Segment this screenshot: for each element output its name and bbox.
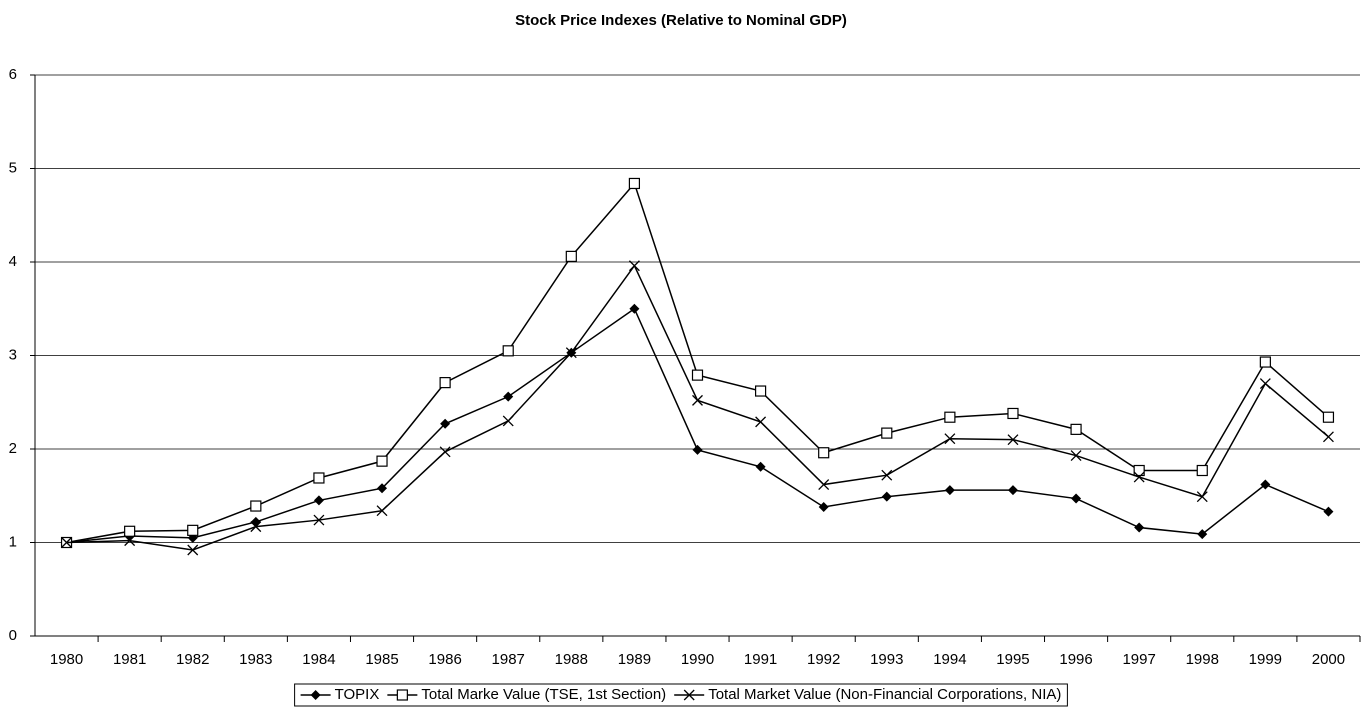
x-tick-label: 1980 xyxy=(50,651,83,668)
x-tick-label: 1994 xyxy=(933,651,966,668)
x-tick-label: 1998 xyxy=(1186,651,1219,668)
marker xyxy=(1070,423,1082,435)
marker xyxy=(1197,529,1208,540)
marker xyxy=(1133,464,1145,477)
marker xyxy=(1196,491,1208,503)
marker xyxy=(1196,464,1208,477)
x-tick-label: 1991 xyxy=(744,651,777,668)
marker xyxy=(818,447,830,459)
marker xyxy=(124,535,136,547)
marker xyxy=(310,690,321,700)
marker xyxy=(881,427,893,439)
legend: TOPIX Total Marke Value (TSE, 1st Section… xyxy=(294,683,1068,707)
marker xyxy=(313,472,325,484)
marker xyxy=(629,303,640,314)
marker xyxy=(1259,356,1271,368)
marker xyxy=(755,416,767,428)
marker xyxy=(124,525,136,537)
x-tick-label: 1986 xyxy=(428,651,461,668)
y-tick-label: 6 xyxy=(9,66,17,83)
marker xyxy=(944,433,956,445)
marker xyxy=(61,537,73,548)
marker xyxy=(439,446,451,458)
y-tick-label: 3 xyxy=(9,346,17,363)
marker xyxy=(1260,479,1271,490)
marker xyxy=(1007,407,1019,420)
marker xyxy=(755,461,766,472)
marker xyxy=(628,177,641,190)
marker xyxy=(1007,485,1018,496)
marker xyxy=(1133,471,1145,483)
marker xyxy=(565,250,577,262)
x-tick-label: 1997 xyxy=(1122,651,1155,668)
marker xyxy=(1134,522,1145,533)
marker xyxy=(1007,434,1019,446)
chart-title: Stock Price Indexes (Relative to Nominal… xyxy=(515,12,847,29)
marker xyxy=(250,500,262,512)
marker xyxy=(881,469,893,481)
marker xyxy=(691,369,704,381)
marker xyxy=(187,544,199,556)
marker xyxy=(692,394,703,406)
y-tick-label: 4 xyxy=(9,253,17,270)
marker xyxy=(187,524,199,536)
marker xyxy=(377,483,388,494)
marker xyxy=(1323,506,1334,517)
x-tick-label: 1995 xyxy=(996,651,1029,668)
marker xyxy=(250,521,262,533)
marker xyxy=(313,495,324,506)
x-tick-label: 1988 xyxy=(555,651,588,668)
y-tick-label: 1 xyxy=(9,533,17,550)
marker xyxy=(881,491,892,502)
marker xyxy=(1322,411,1335,423)
marker xyxy=(1071,493,1082,504)
legend-label: TOPIX xyxy=(335,686,380,703)
marker xyxy=(1070,450,1082,462)
x-tick-label: 1982 xyxy=(176,651,209,668)
marker xyxy=(818,501,829,512)
marker xyxy=(754,385,767,397)
marker xyxy=(502,415,514,427)
series-line xyxy=(66,181,1329,544)
marker xyxy=(376,455,388,467)
marker xyxy=(376,505,388,517)
legend-label: Total Market Value (Non-Financial Corpor… xyxy=(708,686,1061,703)
marker xyxy=(944,411,956,423)
x-tick-label: 1985 xyxy=(365,651,398,668)
x-tick-label: 1981 xyxy=(113,651,146,668)
marker xyxy=(628,260,640,272)
marker xyxy=(250,516,261,527)
marker xyxy=(439,377,451,389)
marker xyxy=(818,479,830,490)
x-tick-label: 1992 xyxy=(807,651,840,668)
marker xyxy=(440,418,451,429)
marker xyxy=(313,514,325,526)
y-tick-label: 5 xyxy=(9,159,17,176)
x-tick-label: 2000 xyxy=(1312,651,1345,668)
x-tick-label: 1989 xyxy=(618,651,651,668)
legend-label: Total Marke Value (TSE, 1st Section) xyxy=(421,686,666,703)
marker xyxy=(1259,378,1271,390)
x-tick-label: 1999 xyxy=(1249,651,1282,668)
y-tick-label: 2 xyxy=(9,440,17,457)
y-tick-label: 0 xyxy=(9,627,17,644)
marker xyxy=(692,444,703,455)
marker xyxy=(396,689,408,701)
marker xyxy=(502,345,514,357)
x-tick-label: 1996 xyxy=(1059,651,1092,668)
marker xyxy=(683,689,695,701)
x-tick-label: 1993 xyxy=(870,651,903,668)
marker xyxy=(1322,431,1334,443)
x-tick-label: 1984 xyxy=(302,651,335,668)
marker xyxy=(944,485,955,496)
x-tick-label: 1990 xyxy=(681,651,714,668)
marker xyxy=(503,391,514,402)
x-tick-label: 1987 xyxy=(492,651,525,668)
marker xyxy=(565,347,577,359)
x-tick-label: 1983 xyxy=(239,651,272,668)
